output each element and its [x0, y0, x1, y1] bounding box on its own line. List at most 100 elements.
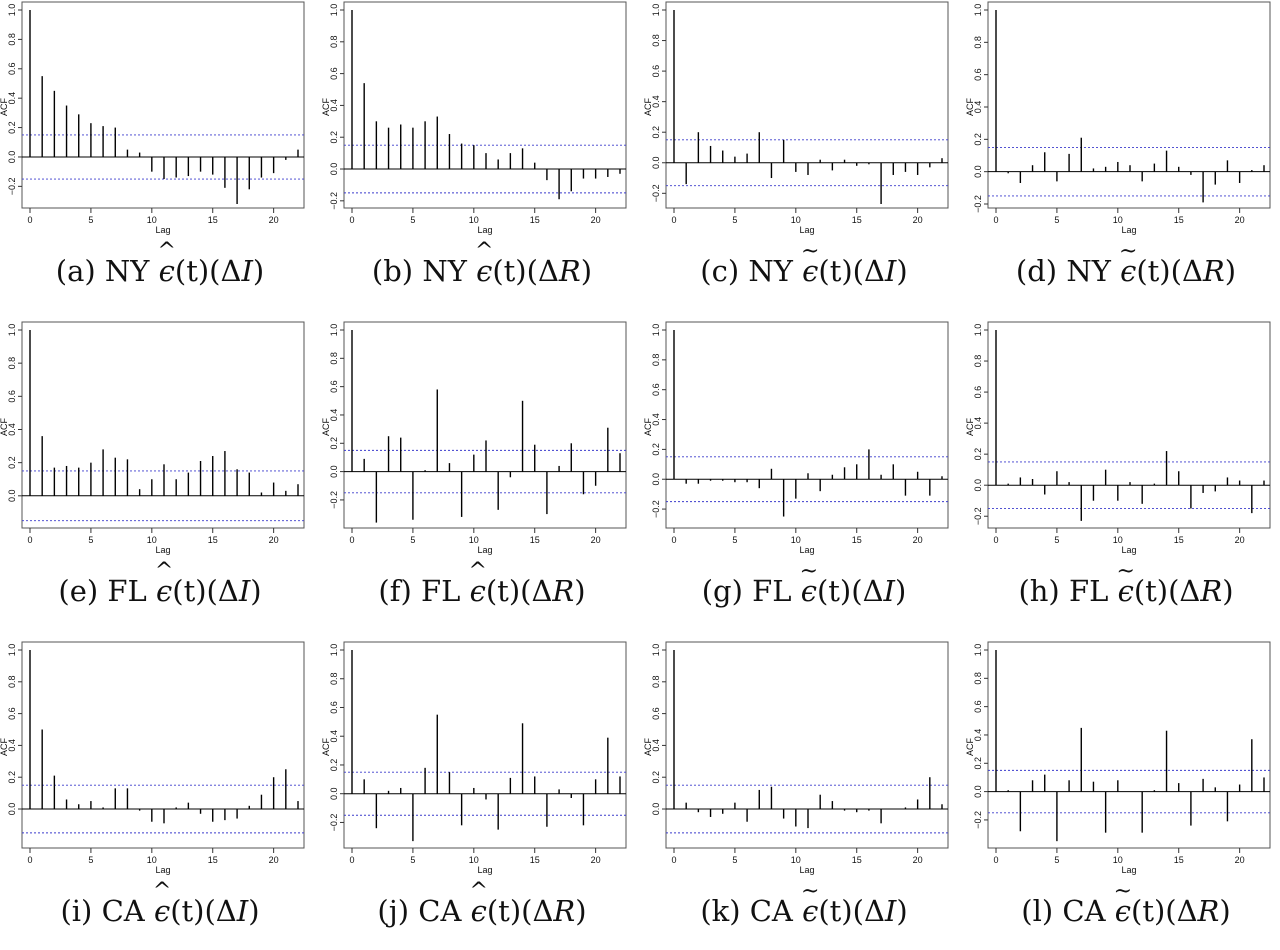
y-tick-label: −0.2	[973, 507, 983, 525]
x-tick-label: 20	[591, 215, 601, 225]
x-tick-label: 20	[913, 215, 923, 225]
caption-time: (t)(Δ	[170, 894, 237, 928]
x-tick-label: 15	[1174, 855, 1184, 865]
y-tick-label: 1.0	[973, 324, 983, 337]
acf-panel: 0 5 10 15 20 Lag −0.2 0.0 0.2 0.4 0.6 0.8 1.0 ACF (j) …	[321, 640, 642, 950]
caption-time: (t)(Δ	[1136, 254, 1203, 288]
y-tick-label: 0.6	[329, 67, 339, 80]
caption-variable: R	[558, 254, 581, 288]
caption-state: NY	[748, 254, 803, 288]
acf-panel: 0 5 10 15 20 Lag −0.2 0.0 0.2 0.4 0.6 0.8 1.0 ACF (f) …	[321, 320, 642, 630]
acf-plot: 0 5 10 15 20 Lag −0.2 0.0 0.2 0.4 0.6 0.8 1.0 ACF	[965, 1, 1271, 235]
acf-panel: 0 5 10 15 20 Lag −0.2 0.0 0.2 0.4 0.6 0.8 1.0 ACF (d) …	[965, 0, 1280, 310]
acf-panel: 0 5 10 15 20 Lag −0.2 0.0 0.2 0.4 0.6 0.8 1.0 ACF (b) …	[321, 0, 642, 310]
caption-variable: I	[883, 574, 895, 608]
x-tick-label: 10	[469, 535, 479, 545]
acf-panel: 0 5 10 15 20 Lag −0.2 0.0 0.2 0.4 0.6 0.8 1.0 ACF (g) …	[643, 320, 964, 630]
caption-label: (k)	[700, 894, 750, 928]
caption-epsilon: ^ ϵ	[469, 879, 488, 929]
y-tick-label: 0.0	[651, 473, 661, 486]
x-tick-label: 10	[147, 535, 157, 545]
y-tick-label: −0.2	[973, 811, 983, 829]
x-tick-label: 20	[1235, 535, 1245, 545]
caption-time: (t)(Δ	[492, 254, 559, 288]
caption-epsilon: ~ ϵ	[1119, 239, 1138, 289]
caption-time: (t)(Δ	[1133, 574, 1201, 608]
y-tick-label: 0.4	[973, 729, 983, 742]
panel-caption: (b) NY ^ ϵ(t)(ΔR)	[371, 239, 593, 289]
y-tick-label: 0.8	[329, 352, 339, 365]
x-tick-label: 20	[591, 535, 601, 545]
x-tick-label: 0	[349, 215, 354, 225]
caption-accent: ^	[468, 559, 487, 584]
x-tick-label: 15	[852, 855, 862, 865]
acf-plot: 0 5 10 15 20 Lag −0.2 0.0 0.2 0.4 0.6 0.8 1.0 ACF	[321, 321, 627, 555]
y-tick-label: 0.6	[973, 386, 983, 399]
caption-epsilon: ^ ϵ	[154, 559, 174, 609]
acf-panel: 0 5 10 15 20 Lag 0.0 0.2 0.4 0.6 0.8 1.0 ACF (k) CA ~…	[643, 640, 964, 950]
caption-label: (a)	[55, 254, 105, 288]
caption-label: (f)	[378, 574, 421, 608]
y-tick-label: 0.0	[651, 803, 661, 816]
panel-caption: (a) NY ^ ϵ(t)(ΔI)	[55, 239, 265, 289]
y-axis-label: ACF	[965, 737, 975, 756]
y-tick-label: 1.0	[973, 4, 983, 17]
x-tick-label: 10	[147, 855, 157, 865]
acf-panel: 0 5 10 15 20 Lag −0.2 0.0 0.2 0.4 0.6 0.8 1.0 ACF (l) …	[965, 640, 1280, 950]
caption-variable: I	[884, 894, 897, 928]
y-tick-label: 0.2	[973, 448, 983, 461]
y-tick-label: 0.8	[329, 36, 339, 49]
y-tick-label: −0.2	[651, 500, 661, 518]
acf-plot: 0 5 10 15 20 Lag 0.0 0.2 0.4 0.6 0.8 1.0 ACF	[0, 641, 305, 875]
y-tick-label: 0.6	[973, 68, 983, 81]
caption-accent: ^	[154, 559, 174, 584]
y-tick-label: 0.0	[329, 465, 339, 478]
caption-epsilon: ~ ϵ	[1116, 559, 1135, 609]
y-tick-label: 0.0	[329, 163, 339, 176]
y-tick-label: −0.2	[973, 195, 983, 213]
plot-frame	[987, 641, 1271, 849]
caption-state: CA	[749, 894, 803, 928]
acf-plot: 0 5 10 15 20 Lag 0.0 0.2 0.4 0.6 0.8 1.0 ACF	[643, 641, 949, 875]
x-tick-label: 0	[349, 855, 354, 865]
y-tick-label: 0.8	[651, 354, 661, 367]
plot-frame	[343, 641, 627, 849]
x-axis-label: Lag	[155, 865, 170, 875]
x-tick-label: 15	[852, 535, 862, 545]
caption-variable: R	[553, 894, 576, 928]
y-axis-label: ACF	[321, 417, 331, 436]
acf-plot: 0 5 10 15 20 Lag −0.2 0.0 0.2 0.4 0.6 0.8 1.0 ACF	[643, 1, 949, 235]
caption-label: (c)	[700, 254, 749, 288]
y-tick-label: 0.6	[7, 63, 17, 76]
x-tick-label: 0	[671, 215, 676, 225]
caption-epsilon: ~ ϵ	[1113, 879, 1133, 929]
y-tick-label: 0.2	[973, 757, 983, 770]
caption-accent: ~	[801, 239, 820, 264]
acf-panel: 0 5 10 15 20 Lag 0.0 0.2 0.4 0.6 0.8 1.0 ACF (e) FL ^…	[0, 320, 320, 630]
caption-state: NY	[422, 254, 477, 288]
y-tick-label: 1.0	[329, 324, 339, 337]
caption-state: FL	[107, 574, 157, 608]
caption-epsilon: ~ ϵ	[801, 239, 820, 289]
panel-caption: (j) CA ^ ϵ(t)(ΔR)	[377, 879, 587, 929]
y-tick-label: 0.6	[7, 390, 17, 403]
y-tick-label: 0.8	[651, 676, 661, 689]
y-axis-label: ACF	[0, 97, 9, 116]
x-tick-label: 10	[791, 215, 801, 225]
y-tick-label: −0.2	[7, 177, 17, 195]
x-tick-label: 5	[732, 215, 737, 225]
acf-plot: 0 5 10 15 20 Lag −0.2 0.0 0.2 0.4 0.6 0.8 1.0 ACF	[965, 321, 1271, 555]
caption-epsilon: ^ ϵ	[152, 879, 172, 929]
x-tick-label: 5	[88, 855, 93, 865]
y-tick-label: 0.4	[7, 92, 17, 105]
acf-plot: 0 5 10 15 20 Lag 0.0 0.2 0.4 0.6 0.8 1.0 ACF	[0, 321, 305, 555]
caption-time: (t)(Δ	[174, 254, 242, 288]
y-tick-label: 0.6	[651, 383, 661, 396]
plot-frame	[987, 1, 1271, 209]
caption-state: CA	[1062, 894, 1115, 928]
x-tick-label: 0	[993, 535, 998, 545]
x-tick-label: 15	[208, 855, 218, 865]
y-tick-label: 0.2	[7, 121, 17, 134]
acf-panel: 0 5 10 15 20 Lag −0.2 0.0 0.2 0.4 0.6 0.8 1.0 ACF (h) …	[965, 320, 1280, 630]
y-tick-label: 0.4	[651, 413, 661, 426]
